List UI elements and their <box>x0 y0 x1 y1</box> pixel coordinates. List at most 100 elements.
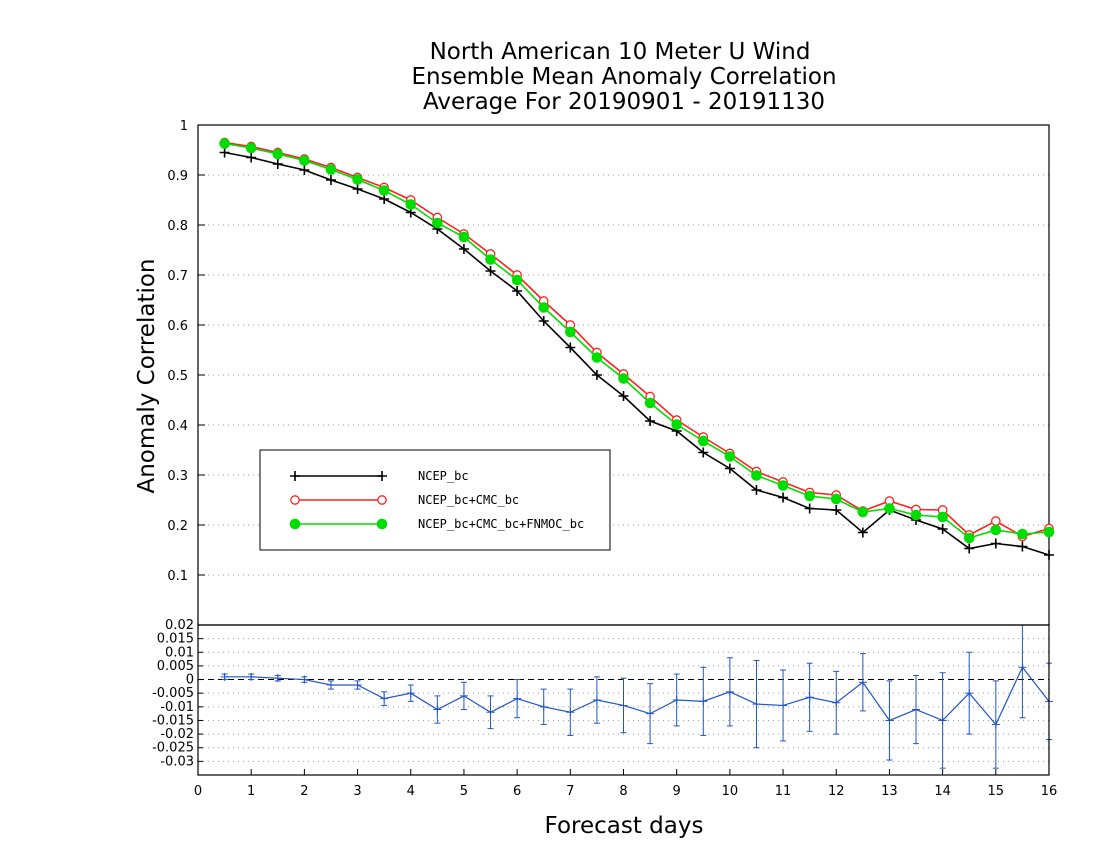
x-tick-label: 15 <box>988 784 1005 799</box>
data-point <box>511 274 523 286</box>
x-tick-label: 4 <box>407 784 415 799</box>
data-point <box>538 316 549 326</box>
legend-marker <box>289 518 301 530</box>
data-point <box>353 681 362 689</box>
data-point <box>912 705 921 714</box>
data-point <box>938 716 947 725</box>
data-point <box>804 490 815 502</box>
data-point <box>219 138 230 149</box>
y-tick-label: -0.01 <box>160 700 194 715</box>
data-point <box>644 397 656 409</box>
data-point <box>618 373 629 384</box>
legend-marker <box>377 495 387 505</box>
x-tick-label: 7 <box>566 784 574 799</box>
data-point <box>830 493 842 505</box>
data-point <box>565 342 576 353</box>
legend-item: NCEP_bc+CMC_bc+FNMOC_bc <box>289 517 584 531</box>
x-tick-label: 10 <box>722 784 739 799</box>
data-point <box>885 716 894 725</box>
legend-label: NCEP_bc+CMC_bc <box>418 493 519 507</box>
y-tick-label: 1 <box>180 119 188 134</box>
data-point <box>459 691 468 700</box>
data-point <box>725 687 734 696</box>
data-point <box>299 155 310 166</box>
data-point <box>697 435 709 447</box>
data-point <box>566 708 575 717</box>
legend-marker <box>376 518 388 530</box>
data-point <box>406 689 415 698</box>
legend-item: NCEP_bc <box>290 469 469 483</box>
data-point <box>672 696 681 704</box>
y-tick-label: -0.03 <box>160 754 194 769</box>
x-tick-label: 14 <box>934 784 951 799</box>
y-tick-label: -0.015 <box>152 713 194 728</box>
data-point <box>458 231 470 243</box>
y-tick-label: 0.01 <box>165 645 194 660</box>
data-point <box>326 681 335 689</box>
data-point <box>618 391 629 401</box>
data-point <box>910 509 922 521</box>
x-axis-label: Forecast days <box>545 813 704 839</box>
data-point <box>538 302 550 313</box>
data-point <box>646 709 655 718</box>
data-point <box>272 148 284 160</box>
x-tick-label: 9 <box>673 784 681 799</box>
data-point <box>779 701 788 710</box>
x-tick-label: 5 <box>460 784 468 799</box>
data-point <box>325 164 337 175</box>
y-tick-label: 0.005 <box>157 659 194 674</box>
x-tick-label: 16 <box>1041 784 1058 799</box>
data-point <box>299 165 310 175</box>
series-2 <box>219 138 1055 544</box>
data-point <box>857 527 868 538</box>
data-point <box>724 463 735 474</box>
data-point <box>858 678 867 687</box>
y-tick-label: -0.025 <box>152 741 194 756</box>
data-point <box>671 419 682 430</box>
legend: NCEP_bc NCEP_bc+CMC_bc NCEP_bc+CMC_bc+FNMO… <box>259 449 611 551</box>
data-point <box>433 705 442 714</box>
legend-marker <box>377 471 387 481</box>
legend-marker <box>290 471 300 481</box>
legend-item: NCEP_bc+CMC_bc <box>290 493 519 507</box>
data-point <box>512 286 523 296</box>
data-point <box>220 672 229 681</box>
data-point <box>937 524 948 534</box>
difference-line <box>224 666 1050 726</box>
data-point <box>513 694 522 703</box>
data-point <box>325 175 336 185</box>
data-point <box>884 503 895 514</box>
y-tick-label: 0.6 <box>167 319 188 334</box>
data-point <box>219 147 230 158</box>
x-tick-label: 6 <box>513 784 521 799</box>
data-point <box>990 516 1001 526</box>
data-point <box>1043 526 1055 538</box>
y-tick-label: 0.02 <box>165 618 194 633</box>
data-point <box>990 524 1002 536</box>
y-tick-label: 0.1 <box>167 569 188 584</box>
data-point <box>804 503 815 514</box>
x-tick-label: 13 <box>881 784 898 799</box>
x-tick-label: 1 <box>247 784 255 799</box>
data-point <box>805 693 814 702</box>
data-point <box>432 217 443 229</box>
chart-title-line-1: North American 10 Meter U Wind <box>430 39 811 65</box>
data-point <box>751 470 762 481</box>
data-point <box>405 199 417 210</box>
data-point <box>1044 550 1054 560</box>
legend-label: NCEP_bc+CMC_bc+FNMOC_bc <box>418 517 584 531</box>
data-point <box>1017 528 1028 540</box>
y-tick-label: 0.7 <box>167 269 188 284</box>
data-point <box>751 485 762 495</box>
legend-marker <box>290 495 300 505</box>
data-point <box>300 675 309 684</box>
y-axis-label: Anomaly Correlation <box>134 258 160 493</box>
data-point <box>485 266 496 276</box>
data-point <box>486 708 495 717</box>
data-point <box>246 152 257 163</box>
data-point <box>272 159 283 169</box>
x-tick-label: 2 <box>300 784 308 799</box>
y-tick-label: -0.02 <box>160 727 194 742</box>
y-tick-label: 0.4 <box>167 419 188 434</box>
x-tick-label: 12 <box>828 784 845 799</box>
